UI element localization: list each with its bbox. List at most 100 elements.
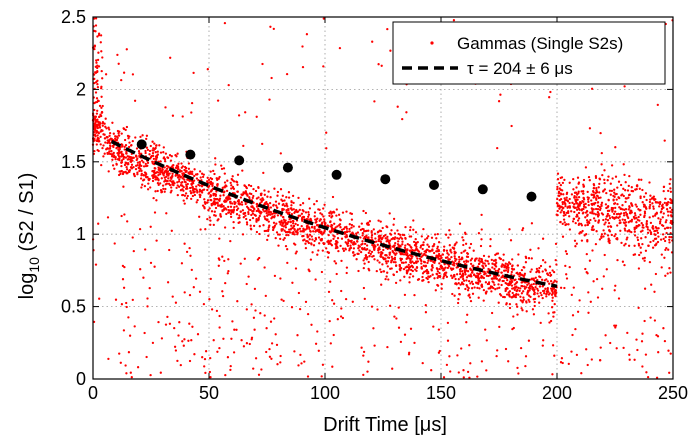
scatter-point bbox=[591, 210, 594, 213]
scatter-point bbox=[450, 255, 453, 259]
scatter-point bbox=[467, 274, 470, 277]
scatter-point bbox=[519, 295, 522, 298]
scatter-point bbox=[279, 237, 282, 241]
scatter-point bbox=[94, 91, 98, 94]
scatter-point bbox=[344, 247, 347, 250]
scatter-point bbox=[556, 209, 559, 213]
scatter-point bbox=[223, 186, 226, 189]
scatter-point bbox=[176, 181, 179, 184]
scatter-point bbox=[203, 365, 206, 368]
scatter-point bbox=[124, 128, 127, 132]
scatter-point bbox=[304, 300, 308, 304]
scatter-point bbox=[213, 192, 216, 196]
scatter-point bbox=[108, 134, 111, 137]
scatter-point bbox=[149, 261, 153, 265]
scatter-point bbox=[641, 229, 644, 232]
scatter-point bbox=[587, 291, 590, 294]
scatter-point bbox=[431, 248, 434, 252]
scatter-point bbox=[208, 370, 212, 374]
scatter-point bbox=[465, 260, 468, 263]
scatter-point bbox=[516, 313, 519, 316]
scatter-point bbox=[651, 246, 655, 249]
scatter-point bbox=[163, 166, 166, 169]
scatter-point bbox=[485, 369, 488, 372]
scatter-point bbox=[125, 165, 128, 169]
scatter-point bbox=[224, 373, 227, 377]
scatter-point bbox=[614, 326, 617, 329]
scatter-point bbox=[250, 228, 253, 231]
scatter-point bbox=[327, 240, 331, 243]
scatter-point bbox=[171, 182, 174, 185]
scatter-point bbox=[175, 166, 178, 170]
scatter-point bbox=[130, 163, 134, 166]
scatter-point bbox=[462, 260, 466, 263]
scatter-point bbox=[178, 178, 181, 181]
scatter-point bbox=[208, 207, 211, 210]
scatter-point bbox=[219, 194, 222, 197]
scatter-point bbox=[559, 220, 562, 224]
scatter-point bbox=[630, 211, 633, 214]
scatter-point bbox=[624, 189, 627, 192]
scatter-point bbox=[319, 218, 322, 221]
scatter-point bbox=[384, 253, 387, 257]
scatter-point bbox=[263, 229, 266, 233]
scatter-point bbox=[129, 371, 132, 374]
scatter-point bbox=[603, 188, 607, 191]
scatter-point bbox=[435, 237, 438, 240]
scatter-point bbox=[187, 162, 191, 165]
scatter-point bbox=[293, 350, 296, 353]
scatter-point bbox=[432, 325, 435, 328]
scatter-point bbox=[223, 172, 226, 175]
scatter-point bbox=[428, 275, 431, 279]
scatter-point bbox=[153, 211, 157, 214]
y-axis-title-rest: (S2 / S1) bbox=[16, 173, 38, 257]
scatter-point bbox=[151, 179, 155, 183]
scatter-point bbox=[117, 62, 120, 65]
scatter-point bbox=[560, 205, 563, 208]
scatter-point bbox=[312, 244, 316, 247]
scatter-point bbox=[210, 210, 214, 213]
scatter-point bbox=[669, 226, 672, 229]
scatter-point bbox=[523, 287, 527, 290]
scatter-point bbox=[263, 314, 266, 317]
scatter-point bbox=[496, 146, 499, 150]
scatter-point bbox=[414, 241, 418, 244]
scatter-point bbox=[594, 207, 598, 211]
scatter-point bbox=[559, 211, 562, 214]
scatter-point bbox=[562, 193, 565, 196]
scatter-point bbox=[171, 114, 175, 117]
scatter-point bbox=[518, 275, 521, 278]
scatter-point bbox=[600, 151, 603, 155]
scatter-point bbox=[273, 187, 276, 190]
scatter-point bbox=[628, 353, 631, 356]
scatter-point bbox=[651, 196, 654, 199]
scatter-point bbox=[170, 229, 173, 232]
scatter-point bbox=[492, 259, 496, 262]
scatter-point bbox=[107, 170, 110, 173]
scatter-point bbox=[325, 131, 328, 134]
scatter-point bbox=[187, 172, 190, 175]
scatter-point bbox=[117, 153, 120, 157]
scatter-point bbox=[353, 253, 356, 256]
scatter-point bbox=[462, 283, 465, 286]
scatter-point bbox=[544, 261, 547, 264]
scatter-point bbox=[405, 272, 409, 275]
scatter-point bbox=[138, 227, 142, 231]
scatter-point bbox=[641, 188, 644, 192]
scatter-point bbox=[458, 222, 462, 225]
scatter-point bbox=[590, 199, 593, 202]
scatter-point bbox=[279, 223, 282, 226]
scatter-point bbox=[159, 167, 162, 170]
scatter-point bbox=[437, 351, 441, 354]
scatter-point bbox=[540, 278, 544, 281]
scatter-point bbox=[402, 261, 405, 264]
scatter-point bbox=[173, 182, 176, 185]
scatter-point bbox=[116, 129, 120, 133]
scatter-point bbox=[316, 253, 319, 256]
scatter-point bbox=[436, 270, 440, 273]
scatter-point bbox=[446, 321, 450, 325]
scatter-point bbox=[223, 259, 226, 263]
scatter-point bbox=[100, 106, 103, 109]
scatter-point bbox=[355, 258, 358, 261]
scatter-point bbox=[136, 161, 140, 164]
